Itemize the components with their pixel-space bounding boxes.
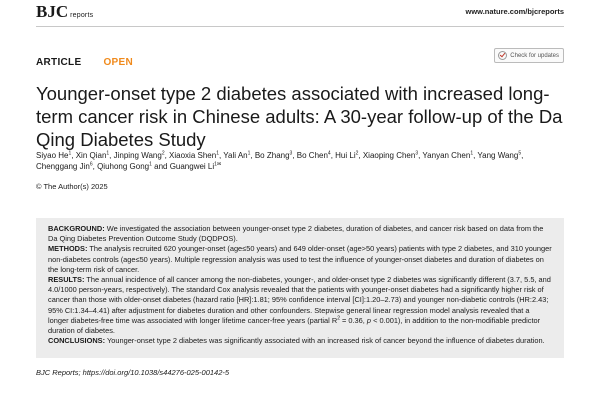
article-meta-row: ARTICLE OPEN Check for updates <box>36 48 564 68</box>
author-list: Siyao He1, Xin Qian1, Jinping Wang2, Xia… <box>36 150 524 171</box>
author-affiliation: 1 <box>106 150 110 157</box>
journal-sub: reports <box>70 12 94 19</box>
abstract-results: RESULTS: The annual incidence of all can… <box>48 275 552 336</box>
journal-header: BJC reports www.nature.com/bjcreports <box>0 0 600 28</box>
methods-text: The analysis recruited 620 younger-onset… <box>48 244 552 274</box>
doi-citation[interactable]: BJC Reports; https://doi.org/10.1038/s44… <box>36 368 229 377</box>
author-name[interactable]: Qiuhong Gong <box>97 162 150 171</box>
author-name[interactable]: Siyao He <box>36 151 69 160</box>
journal-url[interactable]: www.nature.com/bjcreports <box>465 7 565 16</box>
conclusions-text: Younger-onset type 2 diabetes was signif… <box>107 336 545 346</box>
author-affiliation: 1 <box>470 150 474 157</box>
author-affiliation: 3 <box>415 150 419 157</box>
author-name[interactable]: Bo Chen <box>296 151 328 160</box>
author-name[interactable]: Yanyan Chen <box>422 151 471 160</box>
abstract-background: BACKGROUND: We investigated the associat… <box>48 224 552 244</box>
author-name[interactable]: Guangwei Li <box>169 162 215 171</box>
results-label: RESULTS: <box>48 275 85 285</box>
article-type: ARTICLE <box>36 57 82 68</box>
author-affiliation: 4 <box>327 150 331 157</box>
background-label: BACKGROUND: <box>48 224 105 233</box>
background-text: We investigated the association between … <box>48 224 544 244</box>
journal-brand: BJC <box>36 2 69 21</box>
author-affiliation: 2 <box>161 150 165 157</box>
author-name[interactable]: Jinping Wang <box>113 151 162 160</box>
author-name[interactable]: Xin Qian <box>75 151 107 160</box>
results-text-b: = 0.36, <box>339 315 367 325</box>
author-name[interactable]: Xiaoxia Shen <box>169 151 217 160</box>
author-name[interactable]: Xiaoping Chen <box>362 151 416 160</box>
author-name[interactable]: Bo Zhang <box>254 151 290 160</box>
results-text-c: < 0.001), in addition to the non-modifia… <box>48 315 541 336</box>
author-affiliation: 1✉ <box>214 161 222 168</box>
citation-text: BJC Reports; https://doi.org/10.1038/s44… <box>36 368 230 377</box>
author-name[interactable]: Hui Li <box>335 151 356 160</box>
header-divider <box>36 26 564 27</box>
author-name[interactable]: Yali An <box>223 151 248 160</box>
check-updates-icon <box>498 51 508 60</box>
results-text-a: The annual incidence of all cancer among… <box>48 275 551 325</box>
conclusions-label: CONCLUSIONS: <box>48 336 106 346</box>
abstract-conclusions: CONCLUSIONS: Younger-onset type 2 diabet… <box>48 336 552 346</box>
open-access-badge: OPEN <box>103 57 133 68</box>
author-name[interactable]: Chenggang Jin <box>36 162 90 171</box>
authors-and: and <box>151 162 170 171</box>
author-affiliation: 1 <box>68 150 72 157</box>
author-affiliation: 6 <box>89 161 93 168</box>
check-for-updates-button[interactable]: Check for updates <box>494 48 564 63</box>
author-affiliation: 1 <box>216 150 219 157</box>
author-affiliation: 1 <box>149 161 152 168</box>
author-affiliation: 3 <box>289 150 293 157</box>
author-name[interactable]: Yang Wang <box>477 151 519 160</box>
abstract-methods: METHODS: The analysis recruited 620 youn… <box>48 244 552 275</box>
author-affiliation: 5 <box>518 150 522 157</box>
results-p-symbol: p <box>366 315 372 325</box>
abstract-box: BACKGROUND: We investigated the associat… <box>36 218 564 358</box>
copyright: © The Author(s) 2025 <box>36 182 108 191</box>
check-updates-label: Check for updates <box>510 52 559 59</box>
article-title: Younger-onset type 2 diabetes associated… <box>36 83 563 151</box>
author-affiliation: 2 <box>355 150 359 157</box>
author-affiliation: 1 <box>247 150 251 157</box>
results-superscript: 2 <box>337 315 340 322</box>
methods-label: METHODS: <box>48 244 88 254</box>
journal-logo[interactable]: BJC reports <box>36 2 94 24</box>
